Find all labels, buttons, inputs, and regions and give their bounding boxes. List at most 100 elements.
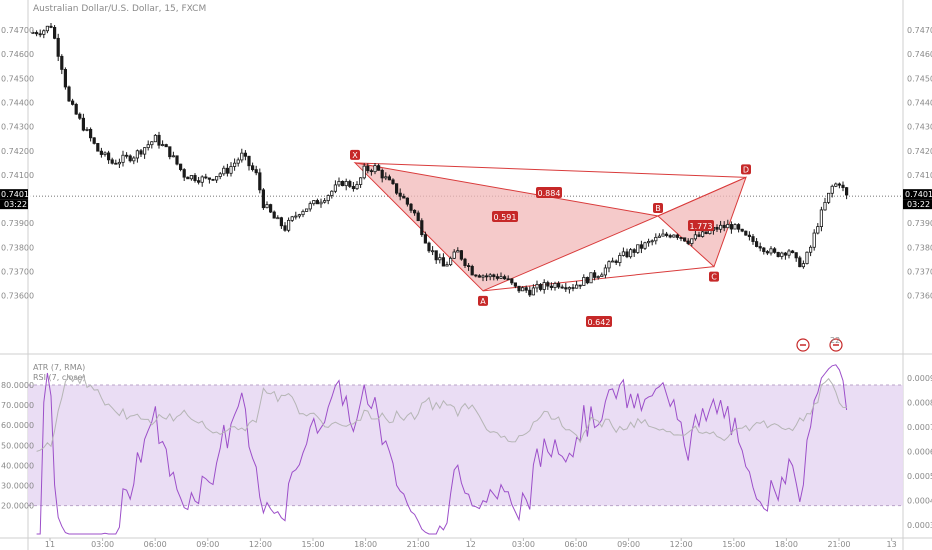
candle-body xyxy=(218,173,222,177)
candle-body xyxy=(762,247,766,252)
candle-body xyxy=(434,250,438,261)
price-tick-left: 0.73800 xyxy=(1,243,34,252)
candle-body xyxy=(805,251,809,264)
rsi-tick: 40.0000 xyxy=(1,461,34,470)
candle-body xyxy=(279,217,284,227)
candle-body xyxy=(456,250,460,253)
candle-body xyxy=(146,144,150,149)
price-tick-right: 0.74100 xyxy=(907,171,932,180)
countdown-left: 03:22 xyxy=(4,200,27,209)
point-badge-bg xyxy=(653,202,663,213)
candle-body xyxy=(294,215,298,218)
candle-body xyxy=(376,165,381,171)
candle-body xyxy=(38,33,42,36)
candle-body xyxy=(150,141,154,146)
candle-body xyxy=(535,284,539,289)
time-tick-label: 12:00 xyxy=(249,540,272,549)
price-tick-left: 0.73900 xyxy=(1,219,34,228)
candle-body xyxy=(668,235,672,238)
candle-body xyxy=(823,201,827,211)
candle-body xyxy=(326,195,330,202)
candle-body xyxy=(643,242,647,249)
ratio-badge: 0.642 xyxy=(588,318,611,327)
candle-body xyxy=(53,27,57,39)
candle-body xyxy=(744,230,748,236)
candle-body xyxy=(142,147,147,155)
time-tick-label: 03:00 xyxy=(512,540,535,549)
candle-body xyxy=(477,275,482,278)
candle-body xyxy=(834,183,838,187)
candle-body xyxy=(693,234,698,240)
candle-body xyxy=(737,224,741,230)
candle-body xyxy=(585,277,590,284)
candle-body xyxy=(618,255,622,263)
candle-body xyxy=(283,225,287,231)
candle-body xyxy=(240,152,244,161)
candle-body xyxy=(830,185,834,194)
candle-body xyxy=(575,284,579,289)
candle-body xyxy=(229,166,233,174)
candle-body xyxy=(474,274,478,277)
candle-body xyxy=(178,163,183,170)
price-tick-right: 0.74200 xyxy=(907,147,932,156)
candle-body xyxy=(135,150,139,159)
candle-body xyxy=(780,252,784,257)
candle-body xyxy=(517,285,521,292)
candle-body xyxy=(484,275,489,278)
candle-body xyxy=(463,258,467,266)
candle-body xyxy=(521,287,525,292)
rsi-line xyxy=(36,364,848,535)
candle-body xyxy=(733,224,737,230)
candle-body xyxy=(528,289,532,296)
candle-body xyxy=(578,284,582,287)
point-badge-bg xyxy=(709,271,719,282)
candle-body xyxy=(812,232,816,248)
candle-body xyxy=(196,180,201,183)
rsi-tick: 70.0000 xyxy=(1,401,34,410)
candle-body xyxy=(261,189,266,209)
candle-body xyxy=(250,165,255,171)
candle-body xyxy=(107,152,111,161)
candle-body xyxy=(773,248,777,253)
candle-body xyxy=(351,186,356,190)
candle-body xyxy=(636,244,640,253)
candle-body xyxy=(409,203,413,211)
atr-line xyxy=(36,373,847,452)
candle-body xyxy=(726,224,730,229)
candle-body xyxy=(297,214,302,217)
time-tick-label: 13 xyxy=(887,540,897,549)
candle-body xyxy=(549,285,554,288)
candle-body xyxy=(92,137,96,144)
candle-body xyxy=(405,197,410,205)
candle-body xyxy=(787,250,791,256)
event-count: 22 xyxy=(830,336,840,345)
rsi-tick: 50.0000 xyxy=(1,441,34,450)
candle-body xyxy=(621,251,626,256)
candle-body xyxy=(513,282,518,287)
candle-body xyxy=(686,240,690,244)
candle-body xyxy=(755,241,759,247)
candle-body xyxy=(45,25,50,32)
candle-body xyxy=(164,144,168,148)
candle-body xyxy=(539,284,543,290)
candle-body xyxy=(794,252,798,259)
ratio-badge-bg xyxy=(688,220,714,231)
candle-body xyxy=(160,144,165,146)
candle-body xyxy=(654,236,658,242)
candle-body xyxy=(470,265,474,276)
candle-body xyxy=(719,224,723,230)
candle-body xyxy=(387,176,392,181)
candle-body xyxy=(448,257,453,266)
time-tick-label: 03:00 xyxy=(91,540,114,549)
xab-triangle xyxy=(353,162,660,292)
price-tick-right: 0.74600 xyxy=(907,50,932,59)
candle-body xyxy=(74,103,78,115)
price-tick-left: 0.74200 xyxy=(1,147,34,156)
candles xyxy=(31,23,849,297)
candle-body xyxy=(157,134,161,146)
candle-body xyxy=(128,155,132,162)
ratio-badge: 1.773 xyxy=(690,222,713,231)
candle-body xyxy=(402,195,406,199)
